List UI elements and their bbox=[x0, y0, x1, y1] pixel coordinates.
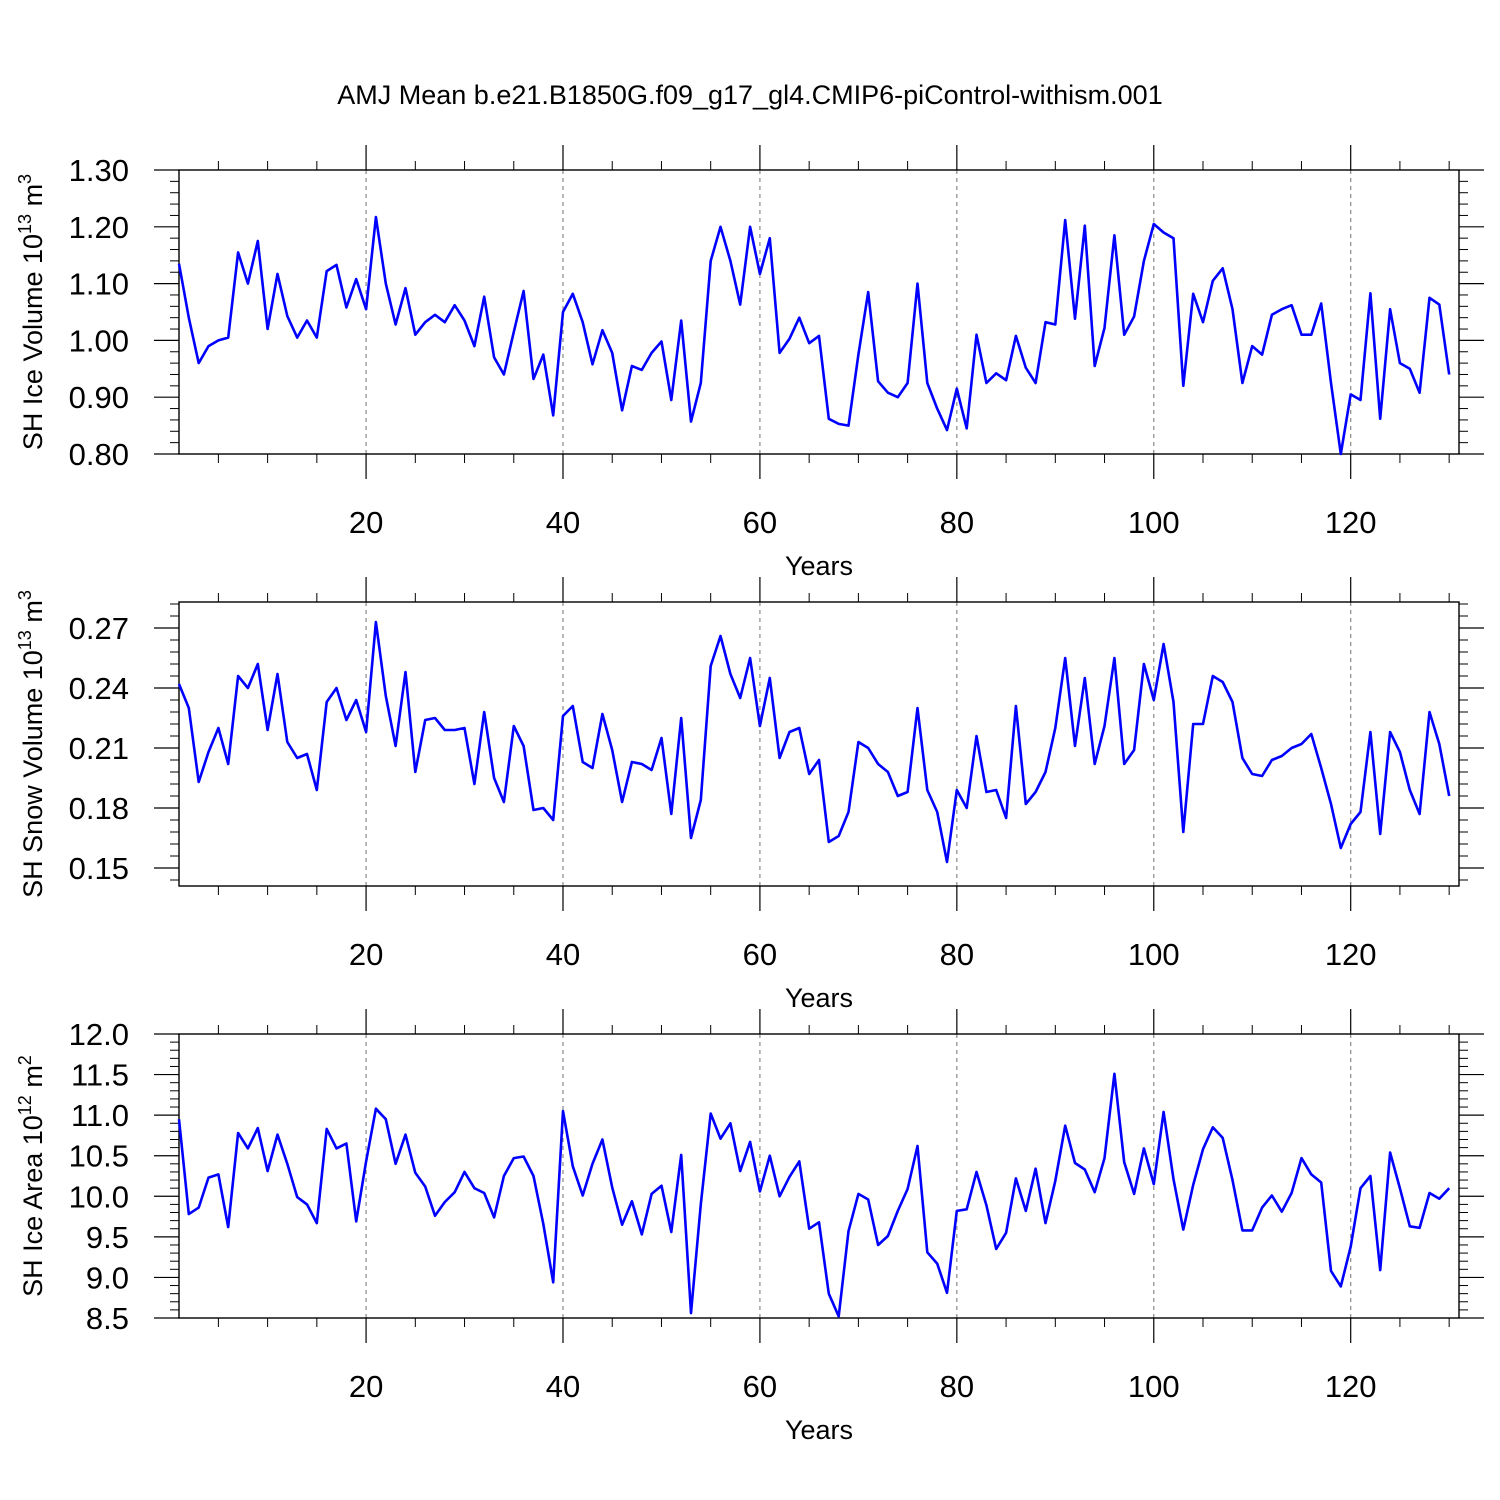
y-tick-label: 9.0 bbox=[86, 1260, 129, 1295]
y-tick-label: 1.30 bbox=[69, 153, 129, 188]
y-axis-title: SH Ice Volume 1013 m3 bbox=[15, 174, 48, 450]
y-axis-title: SH Snow Volume 1013 m3 bbox=[15, 590, 48, 898]
plot-frame bbox=[178, 601, 1460, 887]
y-tick-label: 0.15 bbox=[69, 851, 129, 886]
x-tick-label: 20 bbox=[349, 1369, 383, 1404]
panel-1: 20 40 60 80 100 120 0.80 0.90 1.00 1.10 1.20 1.30 Ye… bbox=[15, 145, 1484, 581]
y-tick-label: 10.0 bbox=[69, 1179, 129, 1214]
y-tick-label: 0.80 bbox=[69, 437, 129, 472]
y-axis-title: SH Ice Area 1012 m2 bbox=[15, 1055, 48, 1297]
y-tick-label: 9.5 bbox=[86, 1220, 129, 1255]
y-tick-label: 0.24 bbox=[69, 671, 129, 706]
x-tick-label: 60 bbox=[743, 1369, 777, 1404]
x-axis-title: Years bbox=[785, 551, 853, 581]
x-tick-label: 100 bbox=[1128, 505, 1180, 540]
y-tick-label: 11.0 bbox=[71, 1098, 129, 1133]
x-tick-label: 60 bbox=[743, 505, 777, 540]
x-tick-label: 20 bbox=[349, 505, 383, 540]
y-tick-label: 0.90 bbox=[69, 380, 129, 415]
x-tick-label: 80 bbox=[940, 937, 974, 972]
x-axis-title: Years bbox=[785, 1415, 853, 1445]
series-line bbox=[177, 1072, 1451, 1318]
x-tick-label: 120 bbox=[1325, 937, 1377, 972]
y-tick-label: 0.21 bbox=[69, 731, 129, 766]
plot-frame bbox=[178, 169, 1460, 455]
x-tick-label: 20 bbox=[349, 937, 383, 972]
panel-3: 20 40 60 80 100 120 8.5 9.0 9.5 10.0 10.5 11.0 11.5 1… bbox=[15, 1009, 1484, 1445]
y-tick-label: 1.20 bbox=[69, 210, 129, 245]
plot-frame bbox=[178, 1033, 1460, 1319]
panel-2: 20 40 60 80 100 120 0.15 0.18 0.21 0.24 0.27 Years S… bbox=[15, 577, 1484, 1013]
x-tick-label: 120 bbox=[1325, 505, 1377, 540]
series-line bbox=[177, 215, 1451, 456]
x-tick-label: 40 bbox=[546, 505, 580, 540]
series-line bbox=[177, 620, 1451, 864]
x-axis-title: Years bbox=[785, 983, 853, 1013]
y-tick-label: 0.18 bbox=[69, 791, 129, 826]
y-tick-label: 11.5 bbox=[71, 1058, 129, 1093]
x-tick-label: 40 bbox=[546, 1369, 580, 1404]
chart-title: AMJ Mean b.e21.B1850G.f09_g17_gl4.CMIP6-… bbox=[337, 80, 1163, 110]
y-tick-label: 1.10 bbox=[69, 267, 129, 302]
y-tick-label: 8.5 bbox=[86, 1301, 129, 1336]
y-tick-label: 12.0 bbox=[69, 1017, 129, 1052]
y-tick-label: 0.27 bbox=[69, 611, 129, 646]
x-tick-label: 100 bbox=[1128, 1369, 1180, 1404]
x-tick-label: 120 bbox=[1325, 1369, 1377, 1404]
x-tick-label: 80 bbox=[940, 1369, 974, 1404]
x-tick-label: 100 bbox=[1128, 937, 1180, 972]
y-tick-label: 10.5 bbox=[69, 1139, 129, 1174]
x-tick-label: 80 bbox=[940, 505, 974, 540]
y-tick-label: 1.00 bbox=[69, 323, 129, 358]
x-tick-label: 60 bbox=[743, 937, 777, 972]
x-tick-label: 40 bbox=[546, 937, 580, 972]
